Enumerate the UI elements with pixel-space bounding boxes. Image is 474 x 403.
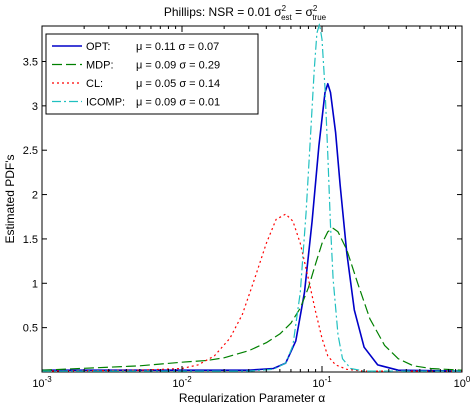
series-line-2	[41, 213, 462, 372]
y-axis-ticks: 0.5 1 1.5 2 2.5 3 3.5	[23, 56, 462, 335]
x-axis-label: Regularization Parameter α	[179, 391, 325, 403]
y-tick-label: 1.5	[23, 234, 38, 246]
y-tick-label: 2.5	[23, 145, 38, 157]
x-tick-label: 10-3	[32, 375, 52, 390]
legend-entry-stats: μ = 0.09 σ = 0.01	[136, 97, 220, 109]
x-tick-label: 100	[454, 375, 471, 390]
legend-entry-name: CL:	[86, 78, 103, 90]
series-line-1	[41, 227, 463, 371]
x-tick-label: 10-1	[312, 375, 332, 390]
legend-entry-name: MDP:	[86, 60, 114, 72]
legend-box	[45, 33, 259, 115]
y-tick-label: 3	[32, 101, 38, 113]
legend-entry-stats: μ = 0.09 σ = 0.29	[136, 60, 220, 72]
y-tick-label: 3.5	[23, 56, 38, 68]
legend-entry-name: OPT:	[86, 41, 110, 53]
y-tick-label: 2	[32, 190, 38, 202]
y-tick-label: 1	[32, 278, 38, 290]
legend-entry-stats: μ = 0.05 σ = 0.14	[136, 78, 220, 90]
legend: OPT: μ = 0.11 σ = 0.07 MDP: μ = 0.09 σ = 0.…	[45, 33, 259, 115]
legend-entry-name: ICOMP:	[86, 97, 125, 109]
x-axis-ticks: 10-3 10-2 10-1 100	[32, 26, 471, 390]
series-layer	[41, 23, 463, 372]
y-tick-label: 0.5	[23, 323, 38, 335]
y-axis-label: Estimated PDF's	[3, 155, 17, 244]
legend-entry-stats: μ = 0.11 σ = 0.07	[136, 41, 219, 53]
x-tick-label: 10-2	[172, 375, 192, 390]
chart-title: Phillips: NSR = 0.01 σ2 est = σ2 true	[164, 4, 327, 22]
series-line-3	[42, 23, 462, 372]
